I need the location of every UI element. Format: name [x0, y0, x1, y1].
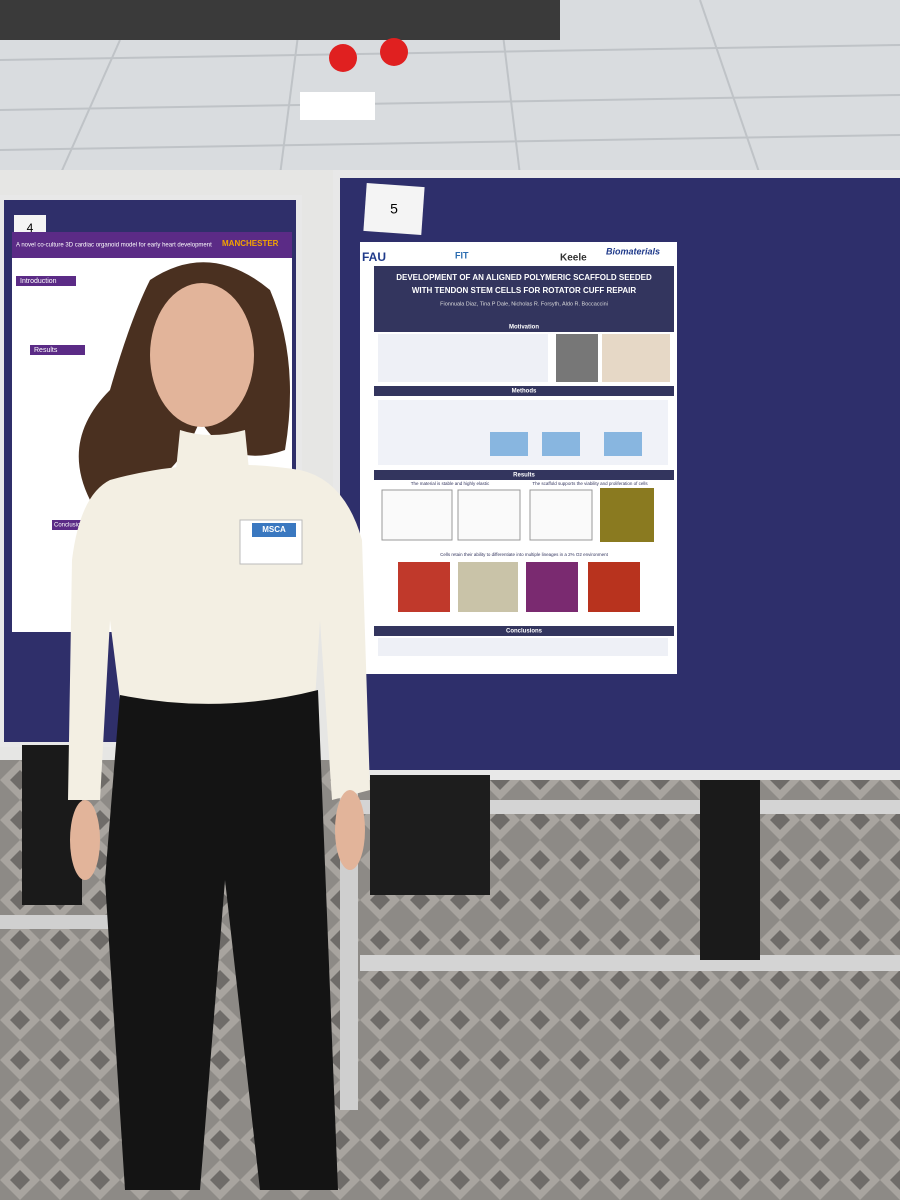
- logo: Keele: [560, 253, 587, 264]
- shape: [542, 432, 580, 456]
- board-rail: [0, 915, 130, 929]
- woman: MSCA: [68, 262, 370, 1190]
- ceiling-light: [300, 92, 375, 120]
- shape: [602, 334, 670, 382]
- shape: [526, 562, 578, 612]
- section-heading: Results: [34, 347, 58, 354]
- section-bar: [30, 345, 85, 355]
- board-rail: [360, 800, 900, 814]
- shape: [490, 432, 528, 456]
- shape: [105, 690, 338, 1190]
- result-heading: The material is stable and highly elasti…: [411, 481, 490, 486]
- person-legs: [370, 775, 490, 895]
- shape: [150, 283, 254, 427]
- shape: [252, 523, 296, 537]
- logo: FAU: [362, 250, 386, 264]
- shape: [600, 488, 654, 542]
- shape: [378, 334, 548, 382]
- shape: [458, 562, 518, 612]
- result-heading: Cells retain their ability to differenti…: [440, 552, 609, 557]
- section-heading: Conclusions: [506, 629, 543, 635]
- section-heading: Results: [513, 473, 535, 479]
- poster-header: [374, 266, 674, 326]
- ceiling-truss: [0, 0, 560, 40]
- section-heading: Conclusions: [54, 523, 87, 529]
- board-number: 4: [27, 221, 34, 235]
- shape: [398, 562, 450, 612]
- poster-logo: MANCHESTER: [222, 239, 279, 248]
- shape: [457, 489, 521, 541]
- shape: [59, 39, 121, 176]
- shape: [374, 322, 674, 332]
- poster-authors: Fionnuala Diaz, Tina P Dale, Nicholas R.…: [440, 301, 608, 307]
- section-bar: [52, 520, 82, 530]
- poster-header: [12, 232, 292, 258]
- shape: [588, 562, 640, 612]
- section-bar: [16, 276, 76, 286]
- section-heading: Methods: [512, 389, 537, 395]
- stage-light: [329, 44, 357, 72]
- board-number-card: [363, 183, 425, 235]
- shape: [381, 489, 453, 541]
- shape: [0, 44, 900, 61]
- stage-light: [380, 38, 408, 66]
- result-heading: The scaffold supports the viability and …: [532, 481, 648, 486]
- ceiling-grid: [0, 0, 900, 176]
- poster-title: DEVELOPMENT OF AN ALIGNED POLYMERIC SCAF…: [396, 273, 652, 282]
- shape: [0, 134, 900, 151]
- shape: [529, 489, 593, 541]
- section-heading: Motivation: [509, 325, 539, 331]
- shape: [335, 790, 365, 870]
- shape: [0, 94, 900, 111]
- shape: [699, 0, 761, 176]
- poster-sections: Motivation Methods Results The material …: [374, 322, 674, 656]
- shape: [378, 638, 668, 656]
- person-legs: [700, 780, 760, 960]
- logo: FIT: [455, 250, 469, 260]
- shape: [279, 19, 301, 176]
- shape: [556, 334, 598, 382]
- poster-title: WITH TENDON STEM CELLS FOR ROTATOR CUFF …: [412, 286, 637, 295]
- logo: Biomaterials: [606, 246, 660, 256]
- shape: [374, 470, 674, 480]
- poster-title: A novel co-culture 3D cardiac organoid m…: [16, 243, 212, 249]
- shape: [374, 626, 674, 636]
- shape: [70, 800, 100, 880]
- board-number: 5: [390, 201, 398, 217]
- section-heading: Introduction: [20, 278, 57, 285]
- board-rail: [360, 955, 900, 971]
- shape: [374, 386, 674, 396]
- shape: [604, 432, 642, 456]
- badge-label: MSCA: [262, 525, 286, 534]
